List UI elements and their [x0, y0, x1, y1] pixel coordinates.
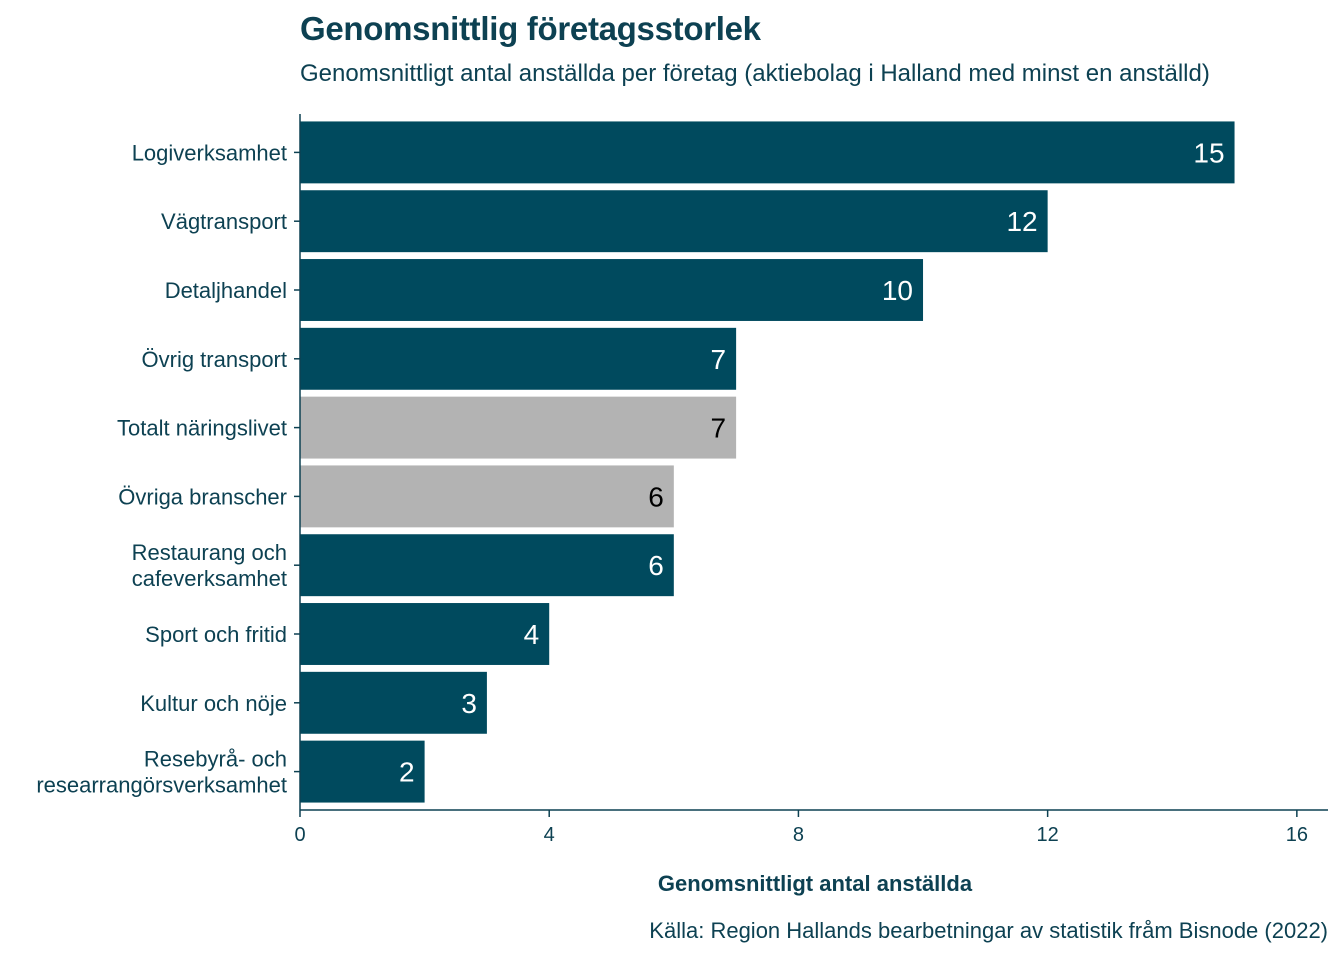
category-label: Övrig transport — [142, 347, 288, 372]
chart-subtitle: Genomsnittligt antal anställda per föret… — [300, 60, 1210, 87]
bar — [300, 740, 425, 803]
category-label: Övriga branscher — [118, 484, 287, 509]
x-tick-label: 0 — [294, 824, 305, 846]
category-label: Logiverksamhet — [132, 140, 287, 165]
category-label: Vägtransport — [161, 209, 287, 234]
data-label: 4 — [524, 619, 540, 650]
data-label: 7 — [711, 344, 727, 375]
chart-title: Genomsnittlig företagsstorlek — [300, 10, 761, 47]
x-tick-label: 16 — [1286, 824, 1308, 846]
bar — [300, 603, 550, 665]
y-axis-labels: Logiverksamhet Vägtransport Detaljhandel Öv… — [36, 140, 300, 798]
category-label: Totalt näringslivet — [117, 416, 287, 441]
source-note: Källa: Region Hallands bearbetningar av … — [649, 918, 1328, 943]
category-label: researrangörsverksamhet — [36, 773, 287, 798]
x-tick-label: 8 — [793, 824, 804, 846]
data-label: 6 — [648, 481, 664, 512]
category-label: Restaurang och — [132, 540, 287, 565]
category-label: Sport och fritid — [145, 622, 287, 647]
data-label: 10 — [882, 275, 913, 306]
bar — [300, 465, 674, 528]
data-label: 15 — [1193, 137, 1224, 168]
bar — [300, 121, 1235, 184]
bar — [300, 327, 737, 390]
x-tick-label: 12 — [1037, 824, 1059, 846]
category-label: Kultur och nöje — [140, 691, 287, 716]
data-label: 2 — [399, 757, 415, 788]
data-label: 3 — [461, 688, 477, 719]
bar — [300, 534, 674, 597]
category-label: cafeverksamhet — [132, 566, 287, 591]
category-label: Resebyrå- och — [144, 747, 287, 772]
x-tick-label: 4 — [544, 824, 555, 846]
bar — [300, 190, 1048, 253]
data-label: 12 — [1006, 206, 1037, 237]
x-axis: 0 4 8 12 16 — [294, 114, 1328, 846]
bar — [300, 259, 924, 321]
bar — [300, 671, 487, 734]
x-axis-title: Genomsnittligt antal anställda — [658, 871, 973, 896]
data-label: 6 — [648, 550, 664, 581]
data-label: 7 — [711, 413, 727, 444]
bar-group: 15 12 10 7 7 6 6 4 3 2 — [300, 121, 1235, 803]
category-label: Detaljhandel — [165, 278, 287, 303]
bar — [300, 396, 737, 459]
